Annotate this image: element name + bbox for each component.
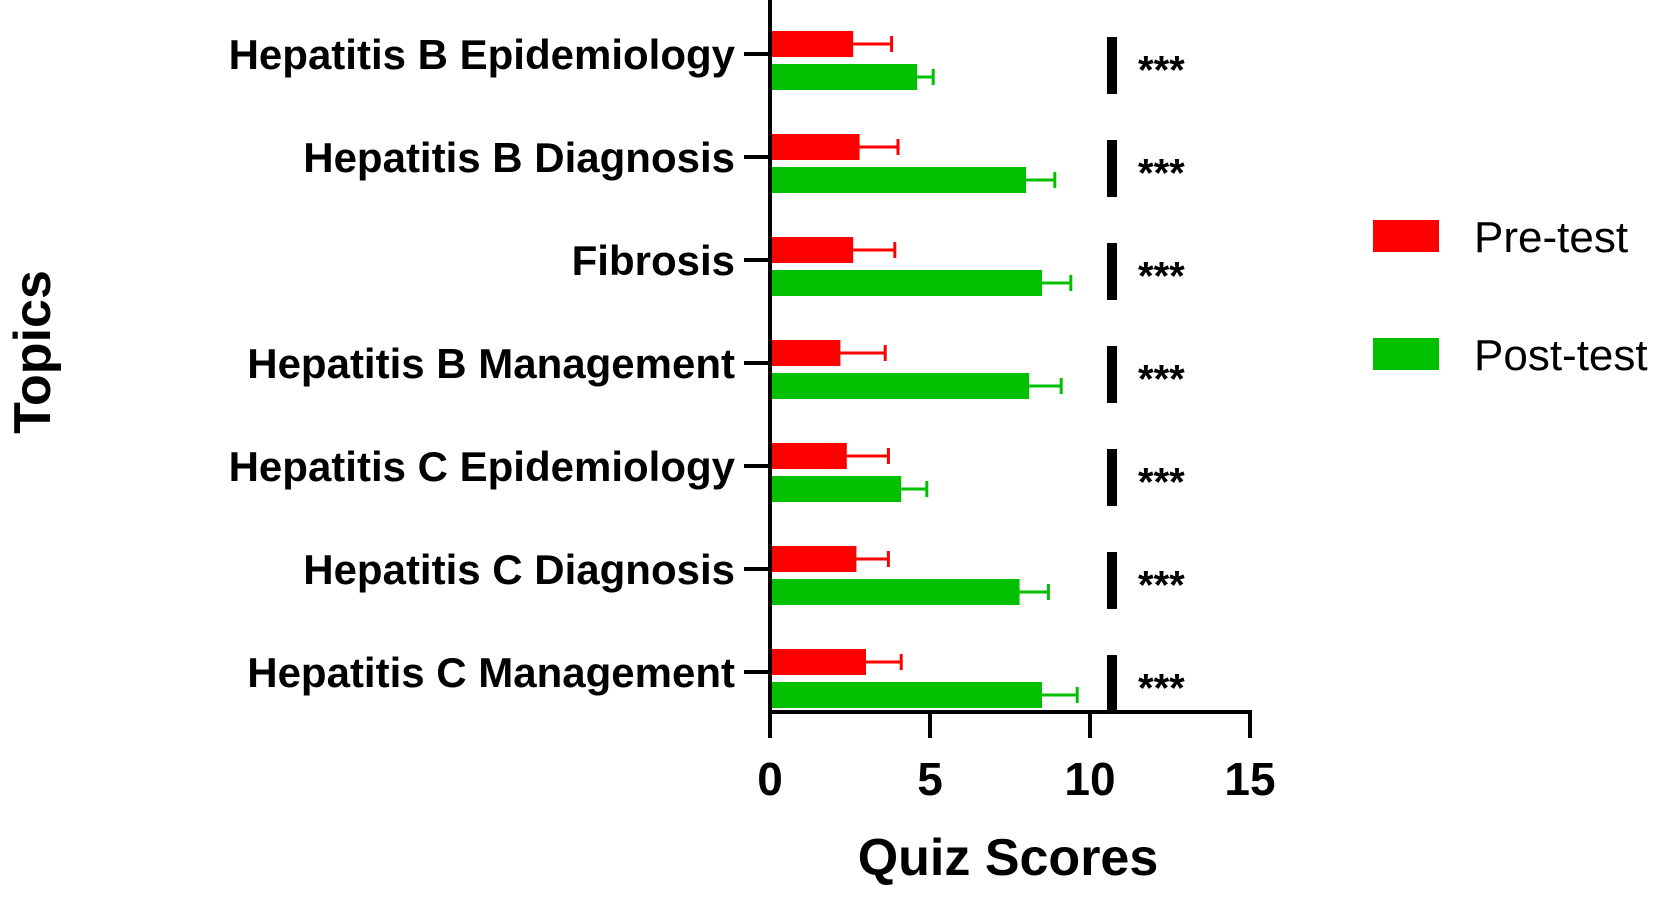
- significance-label: ***: [1138, 255, 1185, 299]
- bar: [770, 167, 1026, 193]
- legend-swatch: [1373, 338, 1439, 370]
- significance-label: ***: [1138, 152, 1185, 196]
- significance-label: ***: [1138, 461, 1185, 505]
- legend: Pre-test Post-test: [1373, 213, 1648, 380]
- significance-label: ***: [1138, 358, 1185, 402]
- x-tick-labels: 0 5 10 15: [757, 753, 1275, 805]
- category-label: Hepatitis C Epidemiology: [229, 443, 736, 490]
- bar: [770, 134, 860, 160]
- significance-label: ***: [1138, 49, 1185, 93]
- category-label: Hepatitis B Diagnosis: [303, 134, 735, 181]
- bar: [770, 682, 1042, 708]
- x-axis-title: Quiz Scores: [858, 829, 1159, 887]
- significance-label: ***: [1138, 667, 1185, 711]
- x-tick-label: 10: [1064, 753, 1115, 805]
- error-bars: [840, 36, 1079, 703]
- category-label: Hepatitis B Epidemiology: [229, 31, 736, 78]
- legend-label: Post-test: [1474, 331, 1648, 380]
- x-tick-label: 15: [1224, 753, 1275, 805]
- bar: [770, 546, 857, 572]
- bar: [770, 64, 918, 90]
- x-tick-label: 0: [757, 753, 783, 805]
- bar: [770, 31, 854, 57]
- bars: [770, 31, 1042, 708]
- legend-swatch: [1373, 220, 1439, 252]
- bar: [770, 476, 902, 502]
- y-axis-title: Topics: [4, 270, 62, 434]
- category-label: Fibrosis: [572, 237, 735, 284]
- bar: [770, 649, 866, 675]
- bar: [770, 373, 1030, 399]
- bar: [770, 237, 854, 263]
- category-label: Hepatitis B Management: [247, 340, 735, 387]
- bar: [770, 579, 1020, 605]
- category-labels: Hepatitis B Epidemiology Hepatitis B Diag…: [229, 31, 736, 696]
- bar: [770, 340, 841, 366]
- bar: [770, 443, 847, 469]
- bar: [770, 270, 1042, 296]
- significance-label: ***: [1138, 564, 1185, 608]
- category-label: Hepatitis C Diagnosis: [303, 546, 735, 593]
- axes: [744, 0, 1252, 738]
- category-label: Hepatitis C Management: [247, 649, 735, 696]
- x-tick-label: 5: [917, 753, 943, 805]
- significance-marks: *** *** *** *** *** *** ***: [1107, 37, 1185, 712]
- legend-label: Pre-test: [1474, 213, 1628, 262]
